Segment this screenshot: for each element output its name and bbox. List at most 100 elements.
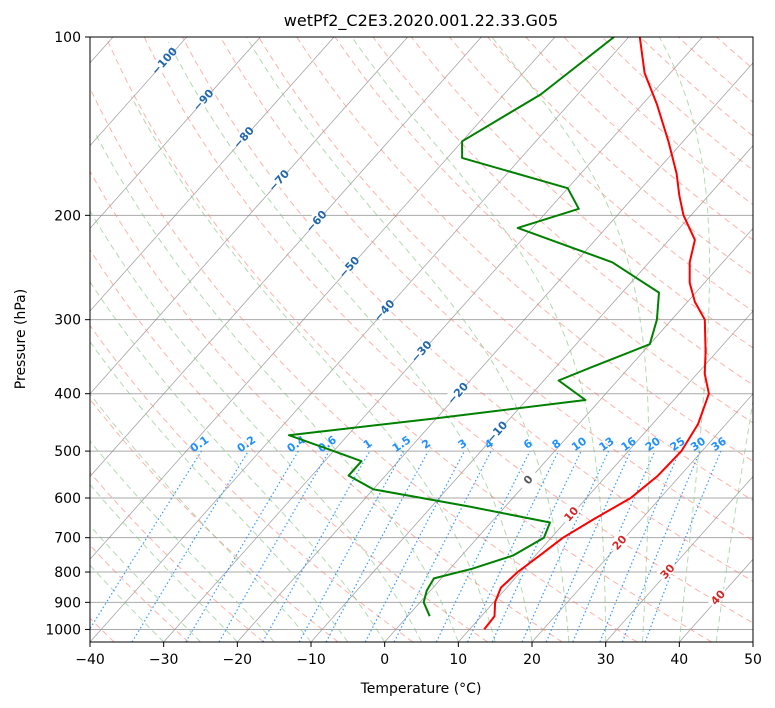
mixing-ratio-line — [218, 450, 330, 642]
moist-adiabat-line — [90, 340, 349, 642]
y-tick-label: 500 — [54, 444, 81, 460]
moist-adiabat-line — [90, 281, 386, 642]
dry-adiabat-label-bg — [607, 530, 630, 554]
y-tick-label: 800 — [54, 565, 81, 581]
moist-adiabat-line — [658, 37, 711, 642]
dry-adiabat-line — [525, 37, 753, 241]
moist-adiabats — [90, 37, 753, 642]
dry-adiabat-line — [410, 37, 753, 349]
dry-adiabat-label-bg — [484, 419, 508, 443]
isotherm-line — [90, 37, 630, 642]
isotherm-line — [90, 37, 556, 560]
sounding-series — [287, 37, 710, 631]
y-tick-label: 300 — [54, 313, 81, 329]
y-tick-label: 600 — [54, 491, 81, 507]
x-axis-label: Temperature (°C) — [360, 681, 482, 697]
moist-adiabat-line — [351, 37, 607, 642]
x-tick-label: 0 — [380, 652, 389, 668]
dry-adiabat-line — [105, 37, 712, 642]
moist-adiabat-line — [90, 483, 238, 642]
dry-adiabat-label-bg — [231, 125, 254, 149]
dewpoint-line — [287, 37, 660, 617]
isotherm-line — [605, 475, 753, 642]
dry-adiabat-line — [258, 37, 753, 502]
mixing-ratio-line — [599, 450, 681, 642]
chart-title: wetPf2_C2E3.2020.001.22.33.G05 — [284, 11, 558, 31]
moist-adiabat-line — [491, 37, 650, 642]
dry-adiabat-line — [487, 37, 753, 276]
plot-area: −100−90−80−70−60−50−40−30−20−10010203040… — [90, 37, 753, 642]
moist-adiabat-line — [90, 440, 275, 642]
x-tick-label: 40 — [670, 652, 688, 668]
moist-adiabat-line — [245, 37, 570, 642]
y-tick-label: 400 — [54, 387, 81, 403]
moist-adiabat-line — [95, 134, 459, 642]
mixing-ratio-line — [521, 450, 610, 642]
moist-adiabat-line — [90, 210, 422, 642]
isotherm-line — [310, 145, 753, 642]
mixing-ratio-line — [90, 450, 203, 630]
dry-adiabat-label-bg — [705, 585, 729, 609]
y-tick-label: 200 — [54, 208, 81, 224]
x-tick-label: −30 — [149, 652, 179, 668]
x-tick-label: 10 — [449, 652, 467, 668]
x-tick-label: −20 — [223, 652, 253, 668]
dry-adiabat-label-bg — [655, 559, 678, 583]
dry-adiabat-line — [90, 248, 488, 642]
mixing-ratio-line — [298, 450, 405, 642]
temperature-line — [483, 37, 710, 631]
dry-adiabat-line — [90, 170, 563, 642]
x-axis-ticks: −40 −30 −20 −10 0 10 20 30 40 50 — [75, 642, 762, 668]
isotherm-line — [90, 37, 261, 229]
dry-adiabat-label-bg — [409, 339, 432, 363]
mixing-ratio-line — [572, 450, 656, 642]
y-tick-label: 700 — [54, 531, 81, 547]
dry-adiabat-line — [563, 37, 753, 206]
y-tick-label: 100 — [54, 30, 81, 46]
dry-adiabat-line — [372, 37, 753, 386]
x-tick-label: −10 — [296, 652, 326, 668]
mixing-ratio-line — [466, 450, 560, 642]
dry-adiabats — [90, 37, 753, 642]
dry-adiabat-label-bg — [445, 380, 469, 404]
dry-adiabat-line — [90, 398, 339, 642]
mixing-ratio-line — [491, 450, 582, 642]
moist-adiabat-line — [90, 564, 165, 642]
x-tick-label: 30 — [597, 652, 615, 668]
isotherm-line — [90, 37, 188, 147]
plot-frame — [89, 36, 754, 643]
moist-adiabat-line — [130, 96, 496, 642]
isotherm-line — [90, 37, 409, 395]
mixing-ratio-line — [131, 450, 249, 642]
dry-adiabat-label-bg — [191, 87, 214, 111]
dry-adiabat-label-bg — [372, 298, 395, 322]
moist-adiabat-line — [90, 393, 312, 642]
dry-adiabat-label-bg — [559, 501, 582, 525]
x-tick-label: 50 — [744, 652, 762, 668]
dry-adiabat-label-bg — [337, 254, 360, 278]
dry-adiabat-label-bg — [152, 48, 175, 72]
isotherm-line — [163, 37, 703, 642]
mixing-ratio-line — [262, 450, 371, 642]
mixing-ratio-line — [435, 450, 531, 642]
y-tick-label: 900 — [54, 595, 81, 611]
dry-adiabat-line — [90, 86, 638, 642]
mixing-ratio-line — [325, 450, 429, 642]
isotherm-line — [458, 310, 753, 642]
moist-adiabat-line — [168, 41, 533, 642]
mixing-ratio-lines — [90, 450, 722, 642]
dry-adiabat-label-bg — [516, 467, 539, 491]
mixing-ratio-line — [185, 450, 299, 642]
dry-adiabat-line — [220, 37, 753, 542]
isotherm-line — [237, 62, 753, 642]
y-axis-label: Pressure (hPa) — [13, 289, 29, 389]
dry-adiabat-line — [296, 37, 753, 462]
dry-adiabat-line — [90, 324, 414, 642]
dry-adiabat-label-bg — [304, 208, 327, 232]
x-tick-label: 20 — [523, 652, 541, 668]
y-tick-label: 1000 — [45, 622, 81, 638]
dry-adiabat-label-bg — [266, 168, 290, 192]
isotherm-line — [90, 37, 482, 478]
x-tick-label: −40 — [75, 652, 105, 668]
